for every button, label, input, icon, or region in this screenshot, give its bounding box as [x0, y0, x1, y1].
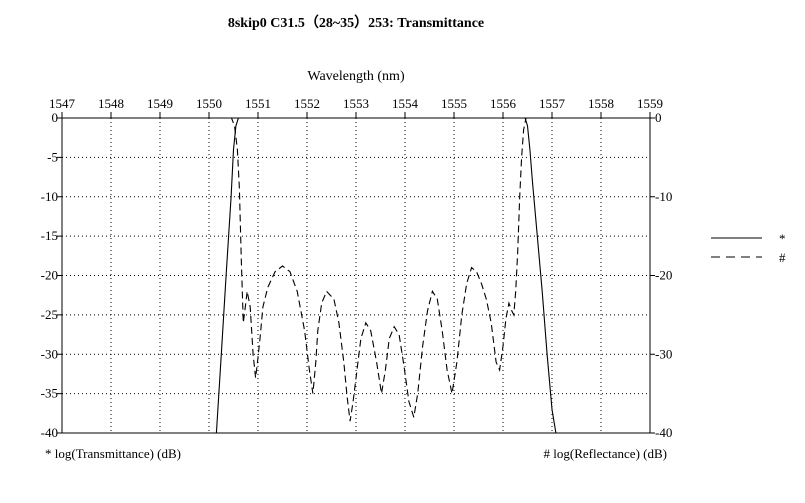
- x-tick-label: 1548: [98, 96, 124, 111]
- x-tick-label: 1547: [49, 96, 76, 111]
- left-y-tick-label: -10: [41, 189, 58, 204]
- left-y-tick-label: -30: [41, 346, 58, 361]
- left-y-tick-label: 0: [52, 110, 59, 125]
- x-axis-title: Wavelength (nm): [307, 69, 405, 84]
- x-tick-label: 1549: [147, 96, 173, 111]
- x-tick-label: 1556: [490, 96, 517, 111]
- series-line-2: [218, 117, 552, 422]
- x-tick-label: 1558: [588, 96, 614, 111]
- x-tick-label: 1559: [637, 96, 663, 111]
- x-tick-label: 1555: [441, 96, 467, 111]
- x-tick-label: 1552: [294, 96, 320, 111]
- legend-label-1: *: [779, 231, 786, 246]
- left-y-tick-label: -20: [41, 268, 58, 283]
- x-tick-label: 1551: [245, 96, 271, 111]
- series-line-1: [215, 117, 557, 434]
- right-y-tick-label: -40: [655, 425, 672, 440]
- x-tick-label: 1550: [196, 96, 222, 111]
- right-y-tick-label: -20: [655, 268, 672, 283]
- grid: [62, 118, 650, 433]
- legend-label-2: #: [779, 250, 786, 265]
- legend: *#: [711, 231, 786, 265]
- axes: 1547 1548 1549 1550 1551 1552 1553 1554 1555 1556…: [41, 96, 673, 440]
- left-axis-title: * log(Transmittance) (dB): [45, 446, 181, 461]
- right-y-tick-label: -10: [655, 189, 672, 204]
- right-axis-title: # log(Reflectance) (dB): [544, 446, 667, 461]
- x-tick-label: 1553: [343, 96, 369, 111]
- chart-title: 8skip0 C31.5（28~35）253: Transmittance: [228, 15, 484, 31]
- x-tick-label: 1554: [392, 96, 419, 111]
- left-y-tick-label: -5: [47, 149, 58, 164]
- left-y-tick-label: -15: [41, 228, 58, 243]
- left-y-tick-label: -35: [41, 386, 58, 401]
- right-y-tick-label: -30: [655, 346, 672, 361]
- left-y-tick-label: -25: [41, 307, 58, 322]
- x-tick-label: 1557: [539, 96, 566, 111]
- right-y-tick-label: 0: [655, 110, 662, 125]
- series-lines: [215, 117, 557, 434]
- left-y-tick-label: -40: [41, 425, 58, 440]
